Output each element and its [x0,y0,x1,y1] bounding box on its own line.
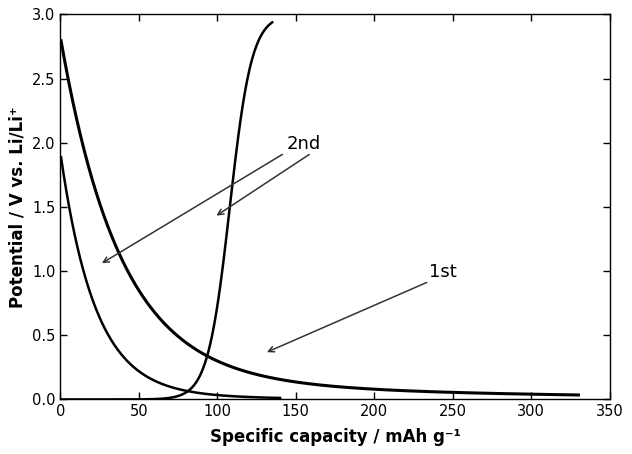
Text: 2nd: 2nd [286,135,321,153]
X-axis label: Specific capacity / mAh g⁻¹: Specific capacity / mAh g⁻¹ [210,428,461,446]
Text: 1st: 1st [429,263,457,281]
Y-axis label: Potential / V vs. Li/Li⁺: Potential / V vs. Li/Li⁺ [8,106,27,308]
